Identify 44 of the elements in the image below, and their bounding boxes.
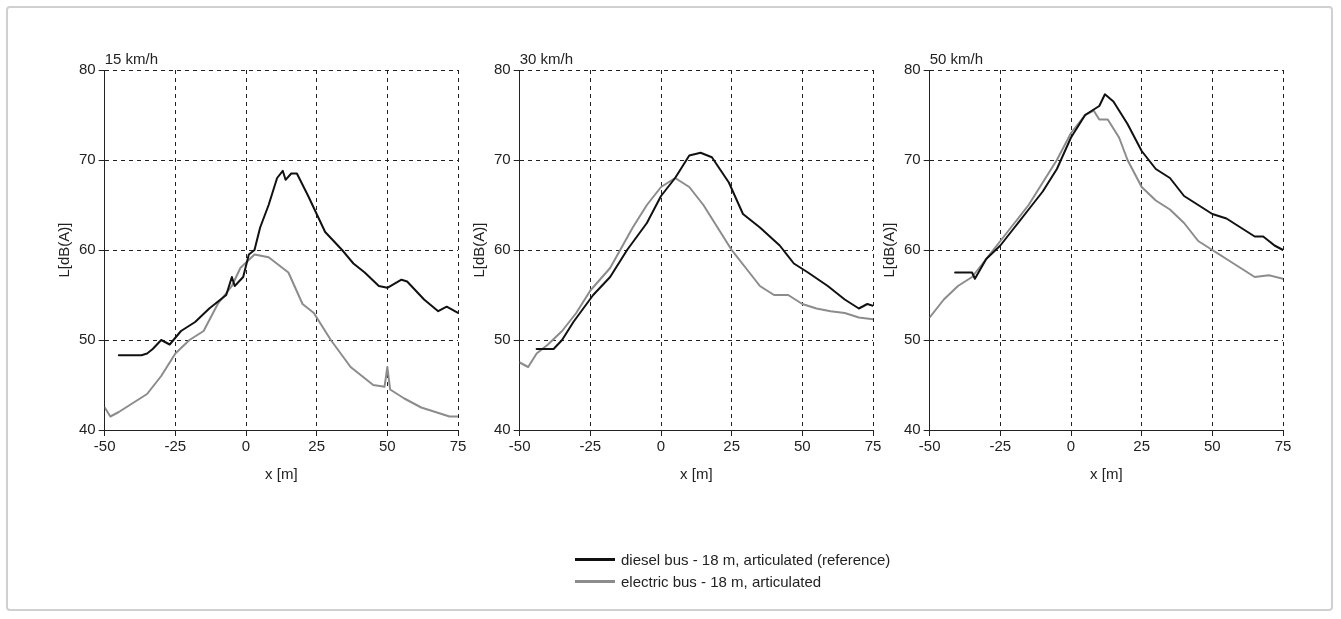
x-axis-title: x [m] bbox=[680, 465, 713, 483]
chart-title: 30 km/h bbox=[519, 49, 574, 67]
y-tick-label: 80 bbox=[904, 60, 921, 78]
y-tick-label: 70 bbox=[79, 150, 96, 168]
chart-title: 50 km/h bbox=[929, 49, 984, 67]
y-tick-label: 80 bbox=[494, 60, 511, 78]
x-tick-label: 25 bbox=[723, 436, 741, 454]
y-tick-label: 40 bbox=[79, 420, 96, 438]
y-tick-label: 50 bbox=[494, 330, 511, 348]
y-tick-label: 50 bbox=[904, 330, 921, 348]
y-tick-label: 80 bbox=[79, 60, 96, 78]
y-tick-label: 50 bbox=[79, 330, 96, 348]
x-tick-label: 50 bbox=[378, 436, 396, 454]
x-tick-label: -25 bbox=[989, 436, 1012, 454]
x-axis-title: x [m] bbox=[265, 465, 298, 483]
legend-label: diesel bus - 18 m, articulated (reference) bbox=[621, 550, 891, 568]
x-tick-label: 75 bbox=[1274, 436, 1292, 454]
x-tick-label: 75 bbox=[449, 436, 467, 454]
y-axis-title: L[dB(A)] bbox=[880, 222, 898, 278]
x-tick-label: -50 bbox=[93, 436, 116, 454]
y-tick-label: 40 bbox=[494, 420, 511, 438]
x-tick-label: 50 bbox=[793, 436, 811, 454]
x-tick-label: 75 bbox=[864, 436, 882, 454]
y-tick-label: 70 bbox=[904, 150, 921, 168]
x-tick-label: 0 bbox=[241, 436, 251, 454]
x-tick-label: 25 bbox=[308, 436, 326, 454]
legend-label: electric bus - 18 m, articulated bbox=[621, 572, 822, 590]
y-tick-label: 70 bbox=[494, 150, 511, 168]
x-tick-label: -50 bbox=[918, 436, 941, 454]
x-tick-label: -50 bbox=[508, 436, 531, 454]
x-tick-label: 25 bbox=[1133, 436, 1151, 454]
y-tick-label: 40 bbox=[904, 420, 921, 438]
x-tick-label: 50 bbox=[1203, 436, 1221, 454]
x-tick-label: 0 bbox=[656, 436, 666, 454]
chart-title: 15 km/h bbox=[104, 49, 159, 67]
x-tick-label: -25 bbox=[579, 436, 602, 454]
x-tick-label: -25 bbox=[164, 436, 187, 454]
y-tick-label: 60 bbox=[904, 240, 921, 258]
y-tick-label: 60 bbox=[79, 240, 96, 258]
y-axis-title: L[dB(A)] bbox=[55, 222, 73, 278]
x-axis-title: x [m] bbox=[1090, 465, 1123, 483]
x-tick-label: 0 bbox=[1066, 436, 1076, 454]
y-tick-label: 60 bbox=[494, 240, 511, 258]
y-axis-title: L[dB(A)] bbox=[470, 222, 488, 278]
